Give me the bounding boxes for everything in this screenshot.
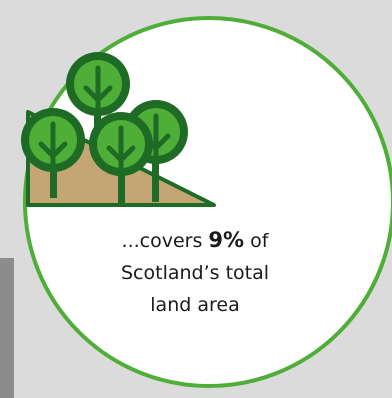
tree-icon xyxy=(89,112,153,206)
caption-prefix: ...covers xyxy=(121,230,203,252)
stat-caption: ...covers 9% of Scotland’s total land ar… xyxy=(102,224,288,321)
caption-line-2: Scotland’s total xyxy=(120,262,270,284)
percent-value: 9% xyxy=(208,228,245,252)
caption-line-1: ...covers 9% of xyxy=(102,224,288,257)
caption-line-3: land area xyxy=(150,294,240,316)
tree-icon xyxy=(66,52,130,140)
tree-icon xyxy=(21,108,85,198)
caption-of: of xyxy=(250,230,269,252)
side-strip xyxy=(0,258,14,398)
